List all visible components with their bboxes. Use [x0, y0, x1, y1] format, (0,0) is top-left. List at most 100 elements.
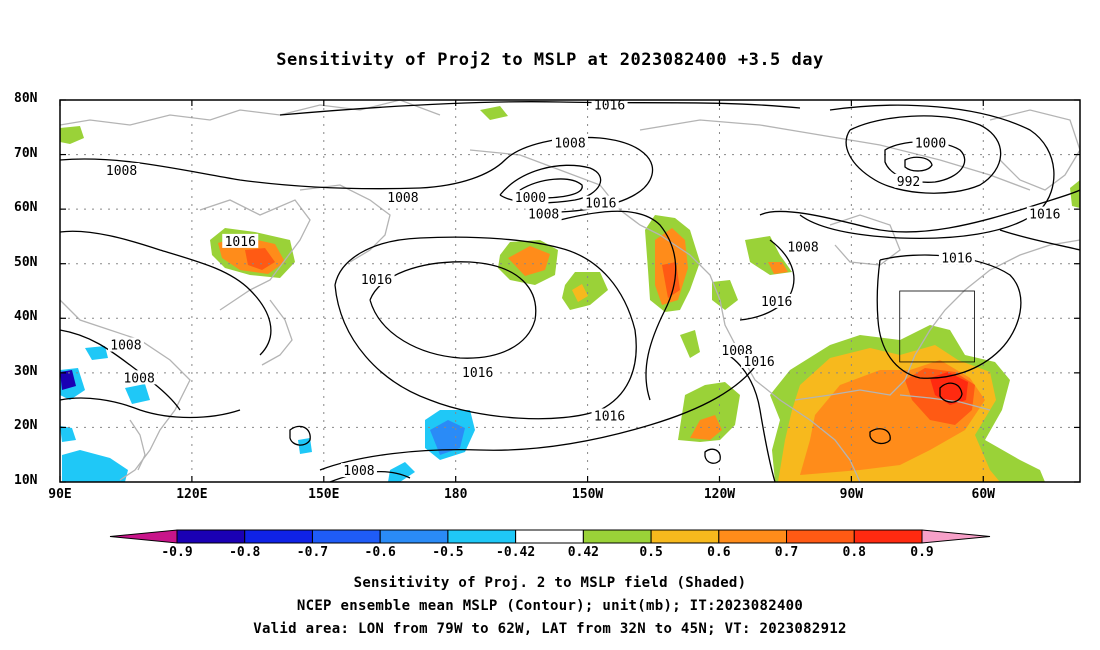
- contour-label-bg: [591, 408, 628, 423]
- positive-shade-bc-mid: [768, 262, 788, 274]
- coastline-canada-arctic: [639, 119, 1031, 191]
- colorbar-swatch: [447, 529, 517, 544]
- contour-small-pac-1: [289, 425, 311, 446]
- lat-label: 80N: [14, 91, 38, 106]
- contour-label: 1016: [361, 273, 392, 288]
- negative-shade-small-2: [125, 384, 150, 404]
- lon-label: 120W: [703, 487, 736, 502]
- coastline-east-na: [904, 239, 1081, 381]
- contour-label-bg: [103, 162, 140, 177]
- positive-shade-npac-2-mid: [572, 284, 588, 302]
- coastline-japan: [261, 299, 293, 366]
- colorbar-over-triangle: [921, 529, 991, 544]
- contour-label: 1016: [761, 295, 792, 310]
- colorbar-swatch: [853, 529, 923, 544]
- contour-label-bg: [758, 293, 795, 308]
- contour-label: 1008: [123, 371, 154, 386]
- contour-small-mex: [704, 448, 721, 464]
- colorbar-label: -0.5: [432, 545, 464, 560]
- contour-label-bg: [552, 135, 588, 150]
- lon-label: 150E: [308, 487, 340, 502]
- lat-label: 20N: [14, 418, 38, 434]
- contour-label: 1008: [110, 339, 141, 354]
- contour-label: 1016: [462, 366, 493, 381]
- positive-shade-npac-1-mid: [508, 246, 550, 276]
- negative-shade-small-1: [85, 346, 108, 360]
- contour-1008-atl: [799, 104, 1055, 240]
- positive-shade-baja: [680, 330, 700, 358]
- contour-label-bg: [912, 135, 949, 150]
- contour-1000-atl: [845, 115, 1002, 194]
- coastline-okhotsk: [199, 199, 311, 311]
- contour-label-bg: [938, 250, 975, 265]
- valid-area-box: [899, 290, 975, 363]
- positive-shade-nw-us: [712, 280, 738, 310]
- colorbar-label: 0.6: [707, 545, 731, 560]
- lon-label: 120E: [176, 487, 208, 502]
- positive-shade-arctic-1: [60, 126, 84, 144]
- negative-shade-scs-core: [60, 370, 76, 390]
- colorbar-swatch: [379, 529, 449, 544]
- colorbar-label: -0.42: [496, 545, 536, 560]
- colorbar-swatch: [176, 529, 246, 544]
- contour-label-bg: [384, 190, 421, 205]
- contour-1016-east-pac: [559, 210, 677, 401]
- positive-shade-atlantic-peak: [930, 372, 968, 405]
- contour-1016-atl-east: [999, 229, 1081, 251]
- colorbar: [109, 529, 991, 544]
- map-frame: [59, 99, 1081, 483]
- contour-label-bg: [459, 364, 496, 379]
- colorbar-label: 0.7: [774, 545, 799, 560]
- contour-1008-west: [59, 329, 181, 411]
- positive-shade-mexico-mid: [690, 415, 722, 440]
- coastline-siberia: [59, 99, 441, 126]
- colorbar-swatch: [650, 529, 720, 544]
- contour-1008-lower: [59, 397, 241, 419]
- sensitivity-shading: [60, 106, 1080, 482]
- coastline-philippines: [129, 419, 146, 471]
- contour-small-gulf: [869, 428, 891, 445]
- contour-label-bg: [512, 190, 549, 205]
- contour-low-center: [904, 156, 933, 172]
- contour-1016-subtrop-pac: [334, 236, 637, 420]
- contour-label-bg: [582, 195, 619, 210]
- contour-1016-south: [319, 359, 761, 471]
- lat-label: 60N: [14, 200, 38, 216]
- contour-label-bg: [741, 353, 778, 368]
- contour-label-bg: [719, 343, 756, 358]
- contour-1016-atl: [759, 189, 1081, 233]
- colorbar-swatch: [786, 529, 855, 544]
- colorbar-label: 0.42: [567, 545, 600, 560]
- contour-label: 1016: [585, 197, 616, 212]
- colorbar-swatch: [311, 529, 381, 544]
- contour-label-bg: [525, 206, 562, 221]
- coastline-hudson: [829, 214, 901, 266]
- colorbar-label: -0.7: [296, 545, 329, 560]
- colorbar-label: 0.5: [639, 545, 663, 560]
- lat-label: 10N: [14, 473, 38, 488]
- contour-label: 1000: [915, 137, 946, 152]
- axis-ticks: [59, 99, 1080, 483]
- contour-1016-west: [59, 230, 272, 356]
- lon-label: 180: [443, 487, 468, 502]
- contour-label: 1008: [343, 464, 374, 479]
- contour-small-atl: [939, 382, 963, 403]
- caption-shading: Sensitivity of Proj. 2 to MSLP field (Sh…: [353, 575, 747, 591]
- contour-label-bg: [358, 272, 395, 287]
- lat-label: 40N: [14, 309, 38, 325]
- colorbar-label: 0.8: [842, 545, 866, 560]
- contour-label: 1008: [387, 191, 418, 206]
- contour-label: 1008: [528, 208, 559, 223]
- positive-shade-okhotsk-core: [245, 248, 275, 270]
- coastline-east-asia: [59, 299, 191, 481]
- contour-label: 1016: [1029, 208, 1060, 223]
- contour-label-bg: [785, 239, 822, 254]
- contour-label: 1000: [515, 191, 546, 206]
- contour-1016-inner: [369, 261, 537, 359]
- negative-shade-small-3: [60, 426, 76, 442]
- contour-labels: 1016 1008 1000 992 1008 1008 1000 1008 1016 1016 1…: [103, 97, 1063, 479]
- contour-label-bg: [1026, 206, 1063, 221]
- lon-label: 60W: [971, 487, 995, 502]
- coastline-greenland: [989, 109, 1081, 191]
